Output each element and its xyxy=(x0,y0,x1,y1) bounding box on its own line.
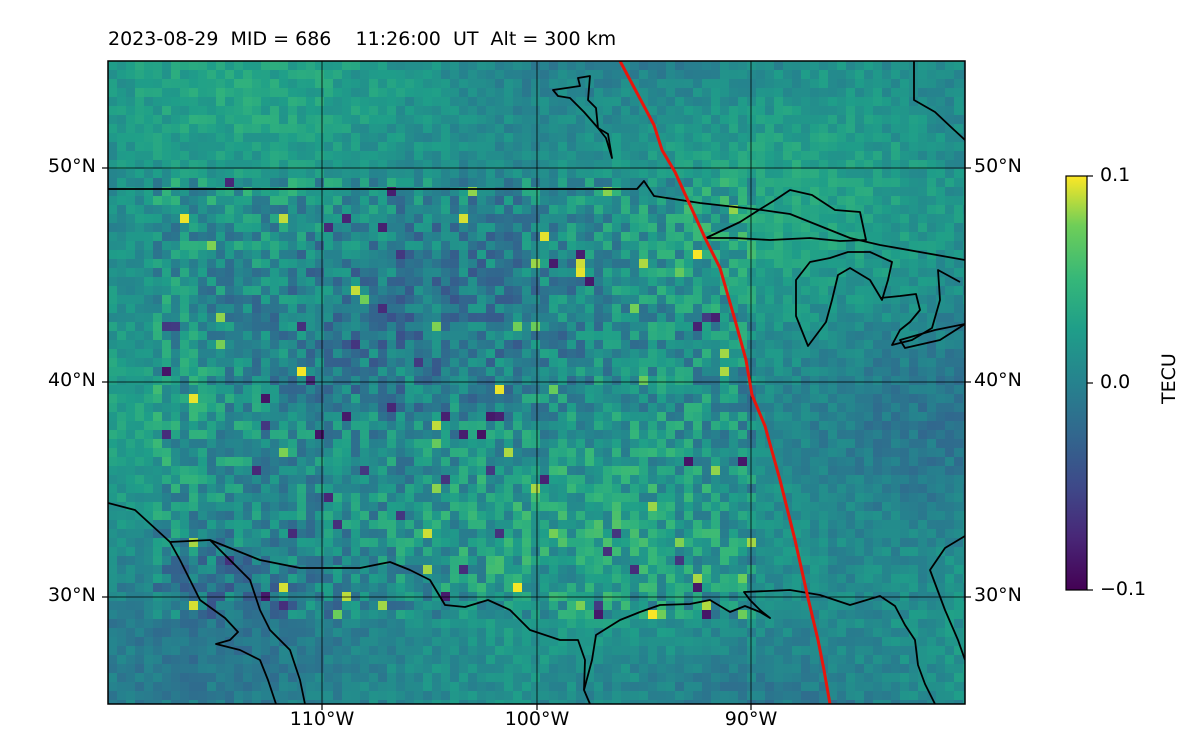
lat-label-left-30n: 30°N xyxy=(48,584,96,606)
lake-superior xyxy=(705,189,867,242)
lake-erie xyxy=(899,323,965,349)
gulf-of-california xyxy=(209,539,306,704)
colorbar-tick-zero: 0.0 xyxy=(1100,371,1131,393)
lat-label-left-40n: 40°N xyxy=(48,369,96,391)
colorbar-tick-min: −0.1 xyxy=(1100,578,1147,600)
tec-heatmap-cells xyxy=(108,61,965,704)
lat-label-right-30n: 30°N xyxy=(974,584,1022,606)
colorbar-tick-max: 0.1 xyxy=(1100,164,1131,186)
colorbar xyxy=(1065,175,1088,591)
us-canada-border xyxy=(108,180,965,261)
lake-huron xyxy=(879,269,961,346)
hudson-bay-coast xyxy=(552,75,613,159)
solar-terminator-line xyxy=(618,61,832,704)
map-title: 2023-08-29 MID = 686 11:26:00 UT Alt = 3… xyxy=(108,28,617,50)
lon-label-110w: 110°W xyxy=(289,708,355,730)
lat-label-right-40n: 40°N xyxy=(974,369,1022,391)
lat-label-right-50n: 50°N xyxy=(974,155,1022,177)
baja-peninsula xyxy=(169,541,277,704)
coastlines xyxy=(108,61,965,704)
lake-michigan xyxy=(795,251,893,347)
lon-label-90w: 90°W xyxy=(724,708,778,730)
pacific-coast xyxy=(108,502,591,704)
gulf-coast xyxy=(583,589,936,704)
hudson-bay-east-coast xyxy=(913,61,965,141)
lon-label-100w: 100°W xyxy=(504,708,570,730)
atlantic-coast xyxy=(929,535,965,661)
map-tick-marks xyxy=(102,167,971,710)
colorbar-label: TECU xyxy=(1158,353,1180,404)
colorbar-tick-marks xyxy=(1087,175,1093,591)
colorbar-label-text: TECU xyxy=(1158,353,1180,404)
lat-label-left-50n: 50°N xyxy=(48,155,96,177)
